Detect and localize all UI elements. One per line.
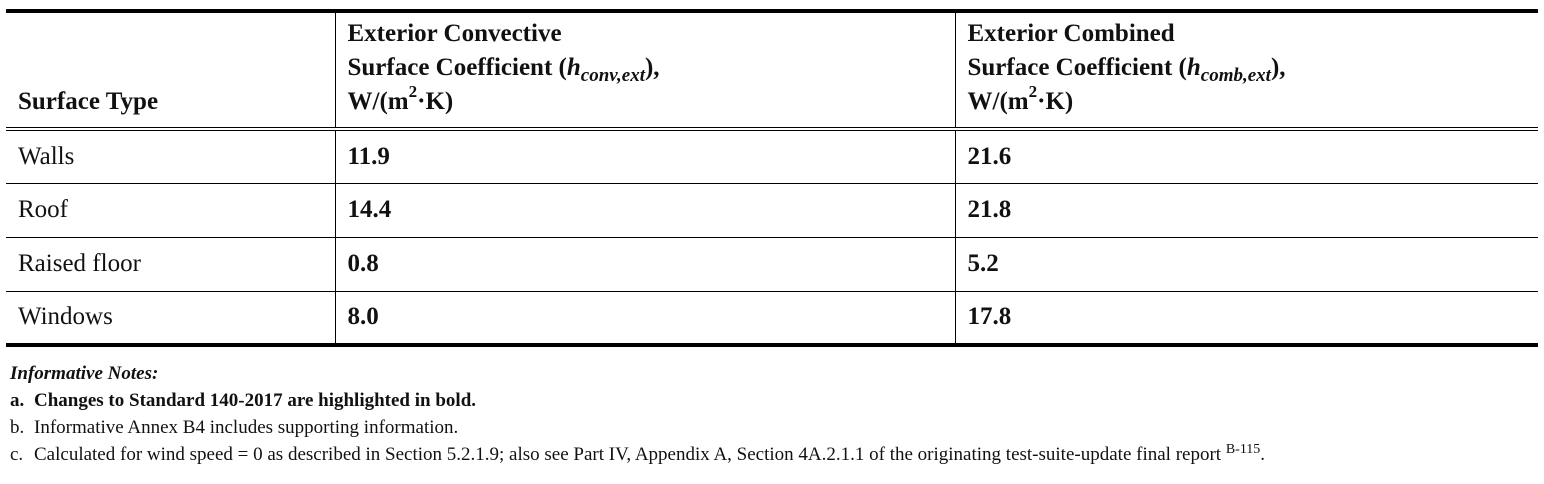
surface-type-cell: Walls [6, 129, 335, 184]
header-convective-unit-suffix: ·K) [417, 88, 454, 115]
note-label: b. [10, 417, 25, 438]
combined-value-cell: 5.2 [954, 237, 1538, 292]
header-convective-coefficient: Exterior Convective Surface Coefficient (… [334, 9, 955, 131]
table-row: Roof 14.4 21.8 [6, 183, 1538, 238]
note-label: a. [10, 390, 25, 411]
note-item: a. Changes to Standard 140-2017 are highl… [10, 387, 1538, 414]
header-combined-line2-prefix: Surface Coefficient ( [967, 54, 1187, 81]
header-surface-type: Surface Type [6, 9, 335, 131]
convective-value-cell: 11.9 [334, 129, 955, 184]
convective-value-cell: 0.8 [334, 237, 955, 292]
convective-value-cell: 8.0 [334, 291, 955, 347]
header-convective-subscript: conv,ext [580, 65, 645, 86]
convective-value-cell: 14.4 [334, 183, 955, 238]
header-combined-coefficient: Exterior Combined Surface Coefficient (hc… [954, 9, 1538, 131]
informative-notes: Informative Notes: a. Changes to Standard… [6, 360, 1538, 468]
note-text: Calculated for wind speed = 0 as describ… [34, 444, 1226, 465]
note-text: Changes to Standard 140-2017 are highlig… [34, 390, 477, 411]
header-combined-unit-suffix: ·K) [1037, 88, 1074, 115]
combined-value-cell: 17.8 [954, 291, 1538, 347]
table-row: Windows 8.0 17.8 [6, 291, 1538, 347]
header-convective-line2-suffix: ), [644, 54, 660, 81]
table-row: Raised floor 0.8 5.2 [6, 237, 1538, 292]
surface-coefficient-table: Surface Type Exterior Convective Surface … [6, 9, 1538, 347]
header-combined-unit-prefix: W/(m [967, 88, 1029, 115]
combined-value-cell: 21.8 [954, 183, 1538, 238]
header-convective-line1: Exterior Convective [347, 20, 562, 47]
header-convective-unit-sup: 2 [408, 82, 418, 101]
table-row: Walls 11.9 21.6 [6, 129, 1538, 184]
header-combined-symbol: h [1186, 54, 1201, 81]
document: Surface Type Exterior Convective Surface … [6, 9, 1538, 468]
notes-title: Informative Notes: [10, 363, 159, 384]
surface-type-cell: Raised floor [6, 237, 335, 292]
note-item: b. Informative Annex B4 includes supporti… [10, 414, 1538, 441]
header-combined-line2-suffix: ), [1270, 54, 1286, 81]
note-text: Informative Annex B4 includes supporting… [34, 417, 459, 438]
surface-type-cell: Roof [6, 183, 335, 238]
header-convective-line2-prefix: Surface Coefficient ( [347, 54, 567, 81]
note-text-end: . [1260, 444, 1266, 465]
header-convective-unit-prefix: W/(m [347, 88, 409, 115]
reference-superscript: B-115 [1225, 442, 1261, 457]
table-header-row: Surface Type Exterior Convective Surface … [6, 9, 1538, 131]
header-combined-line1: Exterior Combined [967, 20, 1175, 47]
combined-value-cell: 21.6 [954, 129, 1538, 184]
note-label: c. [10, 444, 24, 465]
header-combined-subscript: comb,ext [1200, 65, 1271, 86]
header-convective-symbol: h [566, 54, 581, 81]
note-item: c. Calculated for wind speed = 0 as descr… [10, 441, 1538, 468]
surface-type-cell: Windows [6, 291, 335, 347]
header-combined-unit-sup: 2 [1028, 82, 1038, 101]
